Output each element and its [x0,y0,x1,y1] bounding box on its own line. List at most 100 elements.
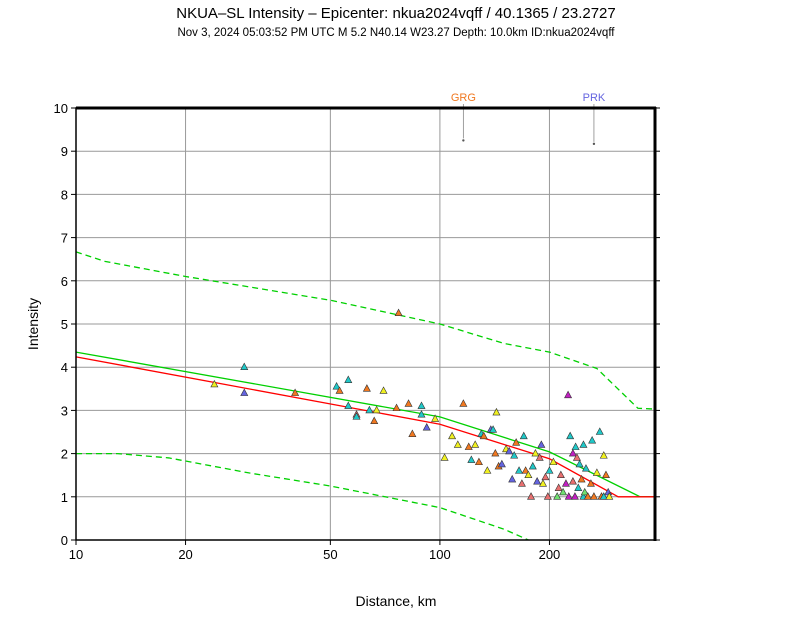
intensity-point [533,477,542,485]
intensity-point [408,429,417,437]
intensity-point [210,379,219,388]
x-tick-label: 10 [69,547,83,562]
intensity-point [568,477,577,485]
y-tick-label: 3 [61,403,68,418]
ipe-bias-corrected-line [75,356,655,498]
intensity-point [291,388,300,396]
intensity-point [564,492,573,500]
intensity-point [577,474,586,483]
intensity-point [464,442,473,450]
intensity-point [566,431,575,440]
stations: GRG PRK [451,92,606,146]
intensity-point [417,401,426,409]
intensity-point [543,492,552,500]
intensity-point [491,448,500,457]
intensity-point [459,399,468,407]
chart-subtitle: Nov 3, 2024 05:03:52 PM UTC M 5.2 N40.14… [177,27,615,39]
intensity-point [537,440,546,448]
x-tick-label: 200 [539,547,561,562]
intensity-point [579,440,588,448]
intensity-point [352,412,361,420]
intensity-point [528,461,537,470]
y-tick-label: 7 [61,231,68,246]
intensity-point [570,492,579,500]
intensity-point [483,466,492,474]
intensity-point [517,479,526,487]
intensity-point [561,479,570,487]
intensity-point [605,492,614,500]
intensity-point [344,401,353,409]
x-axis-label: Distance, km [356,593,437,609]
intensity-point [392,403,401,412]
intensity-point [549,457,558,466]
ipe-median-line [75,351,655,498]
data-points [210,308,614,500]
intensity-point [572,453,581,461]
y-axis-label: Intensity [25,298,41,350]
intensity-point [515,466,524,474]
intensity-point [474,457,483,466]
intensity-point [581,464,590,472]
intensity-point [492,407,501,416]
intensity-point [440,453,449,461]
intensity-point [599,492,608,500]
intensity-point [589,492,598,500]
intensity-point [521,466,530,474]
intensity-point [592,468,601,476]
intensity-point [553,492,562,500]
intensity-point [467,455,476,463]
intensity-point [571,442,580,450]
intensity-point [580,487,589,496]
intensity-point [527,492,536,500]
intensity-point [365,405,374,414]
intensity-point [394,308,403,317]
intensity-point [422,423,431,431]
intensity-point [448,431,457,440]
intensity-point [545,466,554,474]
intensity-point [554,483,563,491]
intensity-point [519,431,528,440]
intensity-point [379,386,388,394]
model-lines [75,251,656,541]
x-tick-label: 50 [323,547,337,562]
intensity-point [471,440,480,448]
intensity-point [559,487,568,496]
intensity-point [505,446,514,455]
intensity-point [541,472,550,481]
upper-bound-line [75,251,656,410]
y-tick-label: 6 [61,274,68,289]
intensity-point [601,470,610,479]
intensity-point [404,399,413,407]
lower-bound-line [76,452,529,541]
station-label: PRK [583,92,606,104]
y-tick-label: 1 [61,490,68,505]
intensity-point [595,427,604,435]
intensity-point [556,470,565,479]
intensity-point [531,448,540,457]
intensity-point [588,436,597,444]
station-marker [462,139,465,142]
intensity-point [344,375,353,383]
intensity-point [524,470,533,479]
intensity-point [583,492,592,500]
y-tick-label: 10 [54,101,68,116]
intensity-point [372,405,381,414]
intensity-point [568,448,577,457]
intensity-point [575,459,584,468]
intensity-point [510,451,519,459]
y-tick-label: 4 [61,360,68,375]
intensity-point [539,479,548,487]
intensity-point [599,451,608,459]
x-tick-label: 100 [429,547,451,562]
intensity-point [535,453,544,461]
intensity-point [370,416,379,425]
y-tick-label: 0 [61,533,68,548]
intensity-point [508,474,517,483]
intensity-point [489,425,498,433]
grid [75,107,655,541]
y-tick-label: 5 [61,317,68,332]
x-tick-label: 20 [178,547,192,562]
station-label: GRG [451,92,476,104]
